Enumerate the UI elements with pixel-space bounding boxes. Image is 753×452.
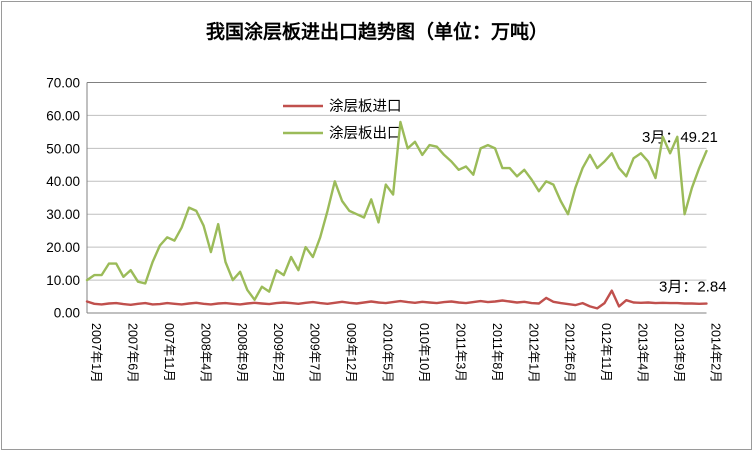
- svg-text:2011年3月: 2011年3月: [453, 323, 467, 382]
- svg-text:2008年4月: 2008年4月: [198, 323, 212, 383]
- svg-text:2012年1月: 2012年1月: [526, 323, 540, 383]
- svg-text:3月：2.84: 3月：2.84: [659, 279, 727, 296]
- svg-text:50.00: 50.00: [46, 141, 80, 156]
- svg-text:010年10月: 010年10月: [417, 323, 431, 383]
- svg-text:2007年6月: 2007年6月: [125, 323, 139, 383]
- svg-text:60.00: 60.00: [46, 108, 80, 123]
- svg-text:2008年9月: 2008年9月: [235, 323, 249, 383]
- svg-text:70.00: 70.00: [46, 76, 80, 91]
- svg-text:2014年2月: 2014年2月: [709, 323, 723, 383]
- svg-text:0.00: 0.00: [54, 306, 80, 321]
- svg-text:涂层板出口: 涂层板出口: [329, 124, 402, 142]
- svg-text:2009年7月: 2009年7月: [308, 323, 322, 383]
- svg-text:涂层板进口: 涂层板进口: [329, 97, 402, 115]
- svg-text:2012年6月: 2012年6月: [563, 323, 577, 383]
- svg-text:20.00: 20.00: [46, 240, 80, 255]
- svg-text:2007年1月: 2007年1月: [89, 323, 103, 383]
- svg-text:我国涂层板进出口趋势图（单位：万吨）: 我国涂层板进出口趋势图（单位：万吨）: [206, 20, 548, 43]
- svg-text:007年11月: 007年11月: [162, 323, 176, 382]
- svg-text:2013年4月: 2013年4月: [636, 323, 650, 383]
- svg-text:2011年8月: 2011年8月: [490, 323, 504, 382]
- svg-text:009年12月: 009年12月: [344, 323, 358, 383]
- svg-text:2009年2月: 2009年2月: [271, 323, 285, 383]
- svg-text:2013年9月: 2013年9月: [672, 323, 686, 383]
- svg-text:3月：49.21: 3月：49.21: [642, 129, 718, 146]
- svg-text:30.00: 30.00: [46, 207, 80, 222]
- svg-text:2010年5月: 2010年5月: [381, 323, 395, 383]
- svg-text:40.00: 40.00: [46, 174, 80, 189]
- svg-text:10.00: 10.00: [46, 273, 80, 288]
- svg-text:012年11月: 012年11月: [599, 323, 613, 382]
